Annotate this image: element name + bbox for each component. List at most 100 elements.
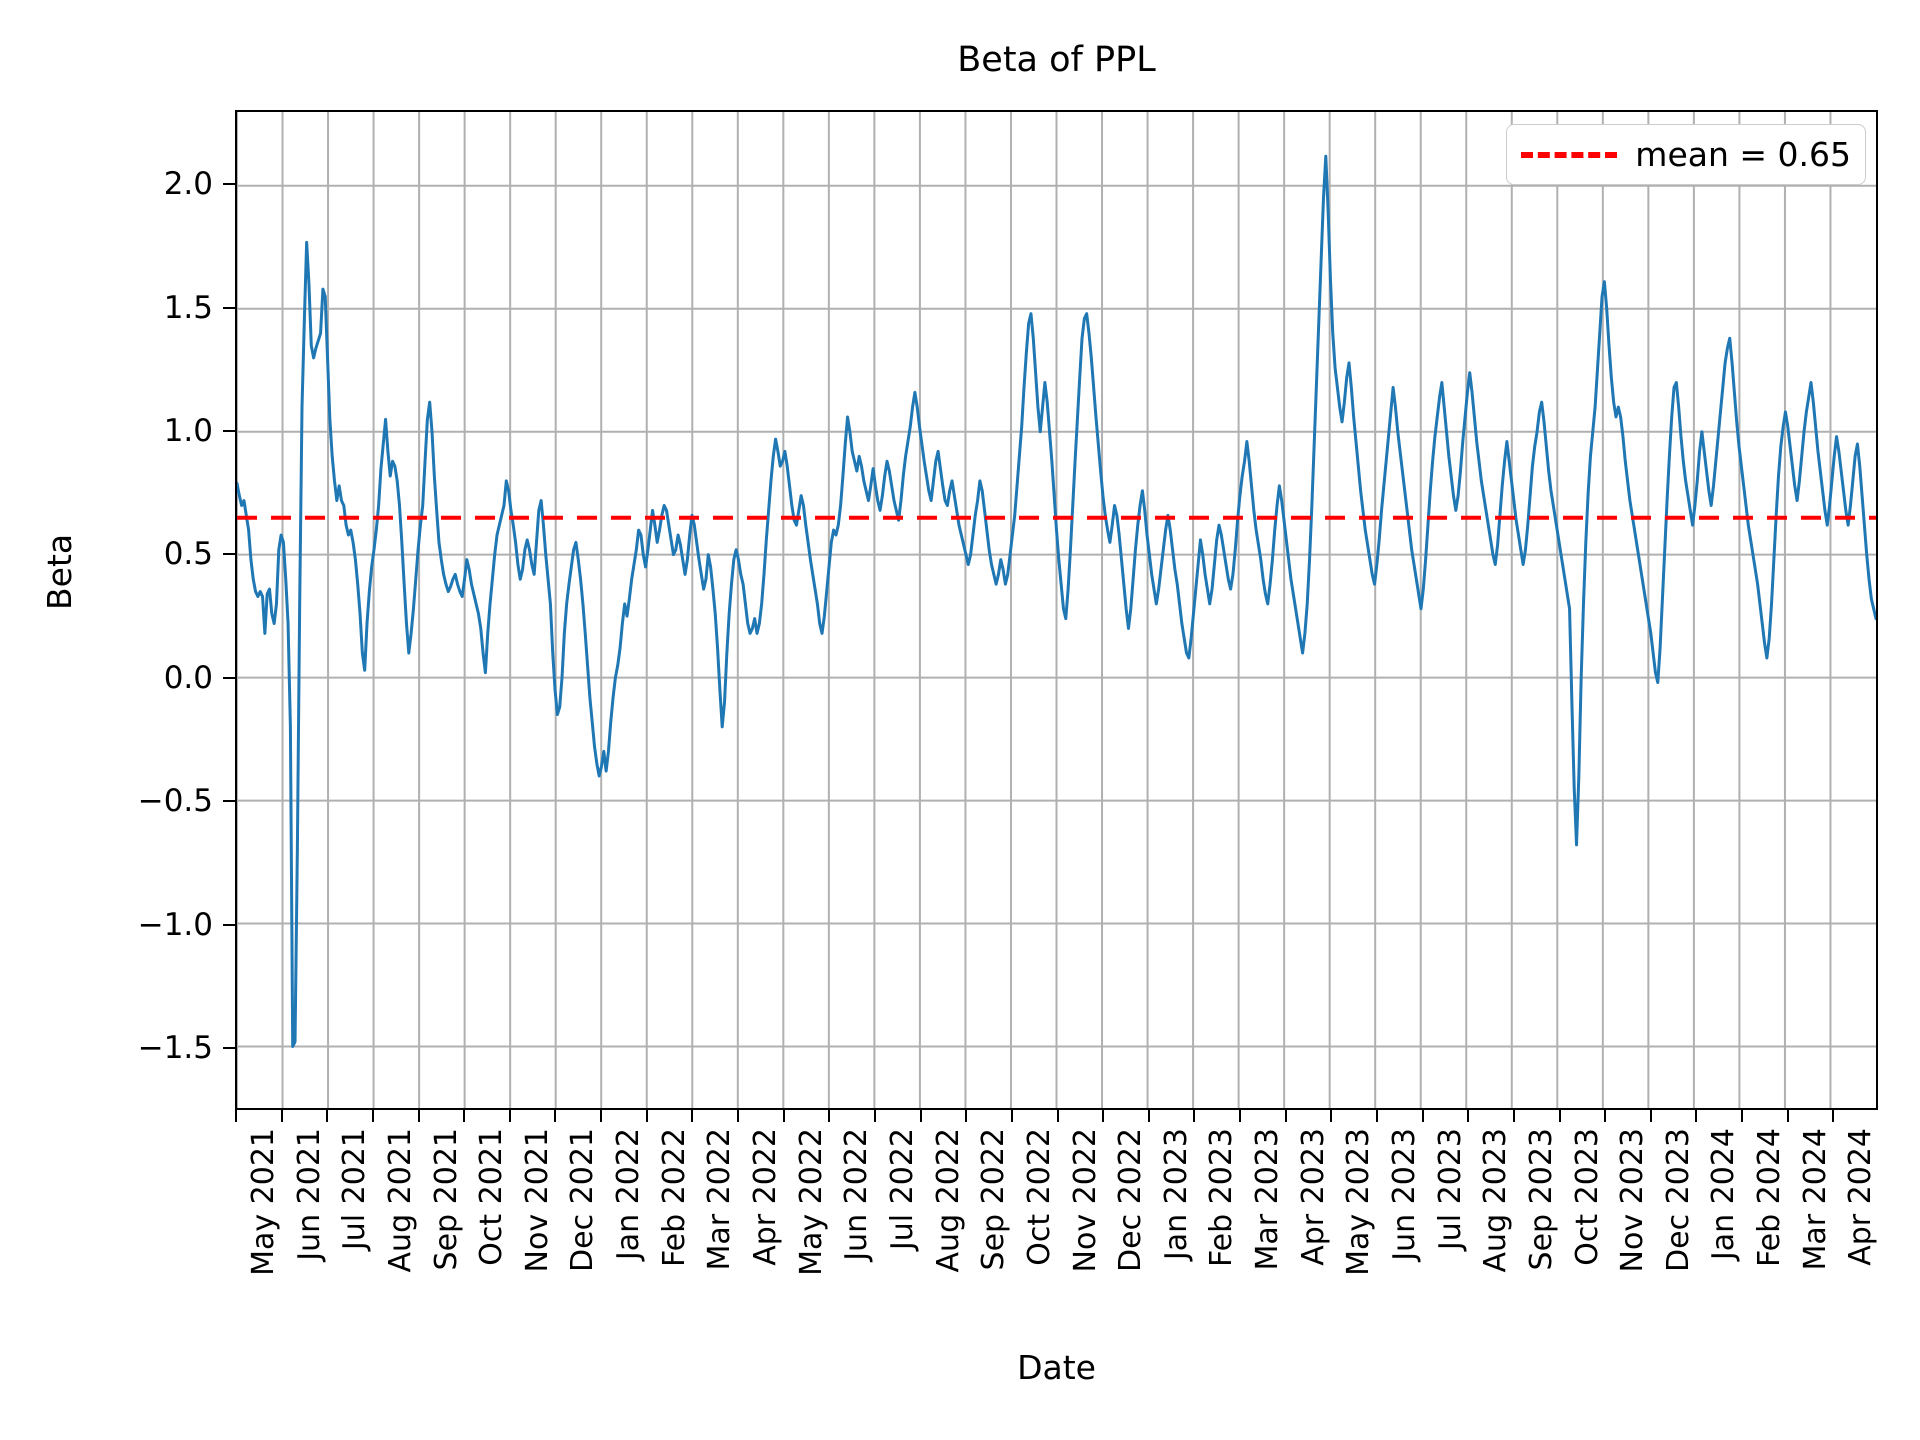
x-axis-label: Date	[1017, 1348, 1096, 1387]
x-tick-mark	[1375, 1110, 1378, 1122]
x-tick-label: Apr 2023	[1295, 1128, 1331, 1266]
plot-area: mean = 0.65	[235, 110, 1878, 1110]
x-tick-label: Apr 2022	[748, 1128, 784, 1266]
x-tick-mark	[1786, 1110, 1789, 1122]
x-tick-mark	[1832, 1110, 1835, 1122]
y-axis-ticks: 2.0 1.5 1.0 0.5 0.0 −0.5 −1.0 −1.5	[0, 110, 235, 1110]
x-tick-label: Feb 2023	[1204, 1128, 1240, 1267]
x-tick-mark	[508, 1110, 511, 1122]
x-tick-mark	[1239, 1110, 1242, 1122]
x-tick-label: Dec 2023	[1660, 1128, 1696, 1272]
x-gridlines	[237, 112, 1830, 1108]
y-tick-label: 0.5	[163, 536, 213, 573]
x-tick-label: Aug 2022	[930, 1128, 966, 1273]
x-tick-mark	[1604, 1110, 1607, 1122]
x-tick-mark	[1649, 1110, 1652, 1122]
x-tick-mark	[645, 1110, 648, 1122]
x-tick-mark	[1056, 1110, 1059, 1122]
x-tick-mark	[235, 1110, 237, 1122]
plot-svg	[237, 112, 1876, 1108]
y-tick-mark	[223, 553, 235, 556]
x-tick-label: Jun 2022	[839, 1128, 875, 1261]
x-tick-mark	[1010, 1110, 1013, 1122]
x-tick-mark	[326, 1110, 329, 1122]
x-tick-mark	[1558, 1110, 1561, 1122]
x-tick-label: Jun 2021	[291, 1128, 327, 1261]
y-tick-label: 2.0	[163, 166, 213, 203]
x-tick-mark	[417, 1110, 420, 1122]
x-tick-mark	[919, 1110, 922, 1122]
x-tick-label: Sep 2022	[976, 1128, 1012, 1271]
y-tick-label: 1.0	[163, 412, 213, 449]
y-tick-mark	[223, 429, 235, 432]
x-tick-mark	[1467, 1110, 1470, 1122]
x-tick-label: Apr 2024	[1843, 1128, 1879, 1266]
x-tick-label: Jul 2021	[337, 1128, 373, 1251]
x-tick-label: May 2022	[793, 1128, 829, 1276]
x-tick-label: Sep 2023	[1523, 1128, 1559, 1271]
x-tick-mark	[828, 1110, 831, 1122]
x-tick-label: Jul 2023	[1432, 1128, 1468, 1251]
x-tick-mark	[371, 1110, 374, 1122]
x-tick-mark	[463, 1110, 466, 1122]
x-tick-label: Oct 2021	[474, 1128, 510, 1266]
y-tick-label: −0.5	[137, 783, 213, 820]
chart-title: Beta of PPL	[957, 40, 1156, 80]
y-tick-mark	[223, 800, 235, 803]
x-tick-mark	[1147, 1110, 1150, 1122]
y-tick-label: −1.5	[137, 1030, 213, 1067]
mean-line-swatch-icon	[1521, 151, 1618, 158]
beta-series-line	[237, 156, 1876, 1046]
x-tick-mark	[1421, 1110, 1424, 1122]
x-tick-mark	[737, 1110, 740, 1122]
x-tick-mark	[1741, 1110, 1744, 1122]
y-tick-mark	[223, 1047, 235, 1050]
x-tick-mark	[1512, 1110, 1515, 1122]
y-tick-mark	[223, 676, 235, 679]
x-tick-label: Dec 2021	[565, 1128, 601, 1272]
x-tick-label: Jan 2022	[611, 1128, 647, 1261]
x-tick-label: May 2023	[1341, 1128, 1377, 1276]
x-tick-label: Feb 2022	[656, 1128, 692, 1267]
x-tick-label: Nov 2022	[1067, 1128, 1103, 1273]
x-tick-label: Oct 2022	[1021, 1128, 1057, 1266]
x-tick-mark	[1102, 1110, 1105, 1122]
x-tick-label: Oct 2023	[1569, 1128, 1605, 1266]
x-tick-mark	[280, 1110, 283, 1122]
x-tick-label: Jun 2023	[1386, 1128, 1422, 1261]
x-tick-label: Jan 2024	[1706, 1128, 1742, 1261]
x-tick-label: Aug 2023	[1478, 1128, 1514, 1273]
x-tick-label: Mar 2022	[702, 1128, 738, 1271]
y-tick-label: 1.5	[163, 289, 213, 326]
y-tick-label: 0.0	[163, 659, 213, 696]
y-tick-mark	[223, 183, 235, 186]
x-tick-mark	[1695, 1110, 1698, 1122]
x-tick-mark	[782, 1110, 785, 1122]
chart-legend: mean = 0.65	[1506, 124, 1866, 185]
x-tick-label: Jul 2022	[884, 1128, 920, 1251]
x-tick-mark	[1330, 1110, 1333, 1122]
x-tick-mark	[1193, 1110, 1196, 1122]
y-gridlines	[237, 186, 1876, 1047]
x-tick-mark	[691, 1110, 694, 1122]
x-tick-label: May 2021	[246, 1128, 281, 1276]
x-tick-mark	[600, 1110, 603, 1122]
x-tick-mark	[554, 1110, 557, 1122]
x-tick-label: Dec 2022	[1113, 1128, 1149, 1272]
x-tick-label: Mar 2023	[1250, 1128, 1286, 1271]
x-tick-label: Mar 2024	[1797, 1128, 1833, 1271]
x-tick-mark	[1284, 1110, 1287, 1122]
x-tick-label: Jan 2023	[1158, 1128, 1194, 1261]
y-tick-mark	[223, 306, 235, 309]
y-tick-label: −1.0	[137, 906, 213, 943]
x-tick-label: Nov 2023	[1615, 1128, 1651, 1273]
x-tick-mark	[965, 1110, 968, 1122]
x-tick-label: Sep 2021	[428, 1128, 464, 1271]
x-tick-mark	[873, 1110, 876, 1122]
x-tick-label: Aug 2021	[382, 1128, 418, 1273]
x-axis-ticks: May 2021 Jun 2021 Jul 2021 Aug 2021 Sep 2021…	[235, 1110, 1878, 1440]
legend-label-mean: mean = 0.65	[1635, 135, 1851, 174]
y-tick-mark	[223, 923, 235, 926]
x-tick-label: Nov 2021	[519, 1128, 555, 1273]
